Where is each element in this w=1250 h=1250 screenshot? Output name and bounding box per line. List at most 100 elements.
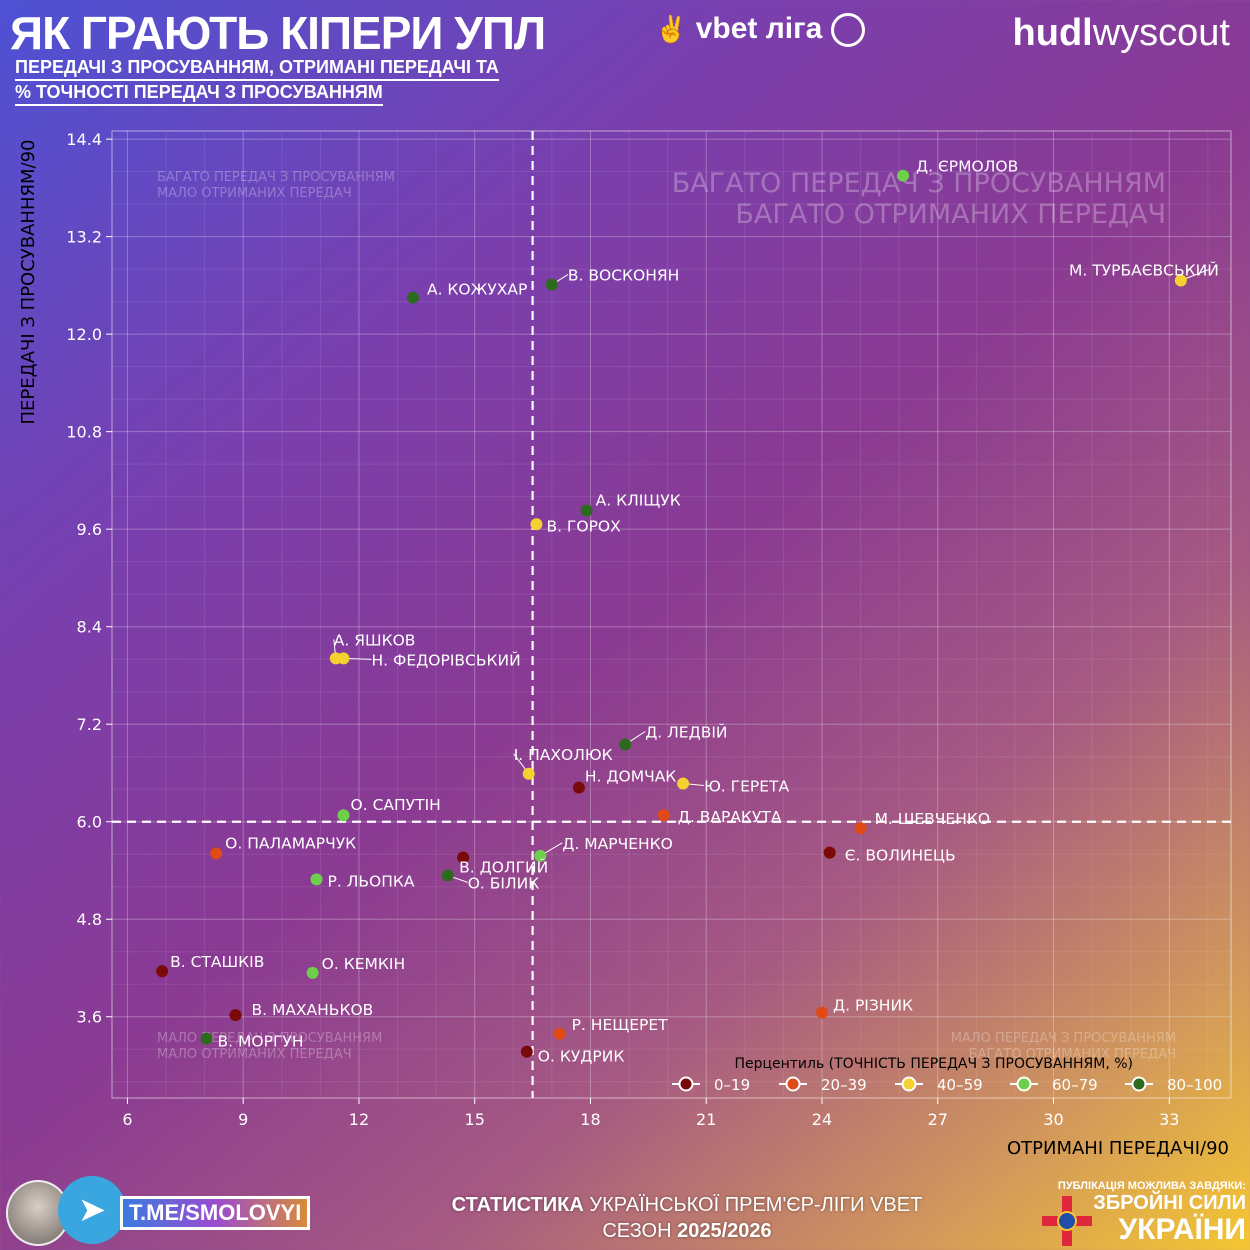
- ball-icon: [830, 13, 865, 48]
- point-label: Д. МАРЧЕНКО: [562, 835, 673, 853]
- data-points: Д. ЄРМОЛОВ М. ТУРБАЄВСЬКИЙ В. ВОСКОНЯН А. К…: [156, 158, 1219, 1066]
- data-point: [200, 1032, 213, 1045]
- zsu-logo: ПУБЛІКАЦІЯ МОЖЛИВА ЗАВДЯКИ: ЗБРОЙНІ СИЛИ…: [1058, 1180, 1246, 1245]
- point-label: М. ШЕВЧЕНКО: [875, 810, 991, 828]
- data-point: [534, 849, 547, 862]
- point-label: Н. ДОМЧАК: [585, 768, 676, 786]
- data-point: [306, 966, 319, 979]
- point-label: Д. ЄРМОЛОВ: [916, 158, 1018, 176]
- subtitle-line2: % ТОЧНОСТІ ПЕРЕДАЧ З ПРОСУВАННЯМ: [15, 82, 383, 106]
- season-label: СЕЗОН: [602, 1220, 678, 1242]
- x-tick-label: 18: [580, 1110, 600, 1129]
- point-label: А. КОЖУХАР: [427, 281, 527, 299]
- legend-title: Перцентиль (ТОЧНІСТЬ ПЕРЕДАЧ З ПРОСУВАНН…: [734, 1056, 1133, 1072]
- data-point: [522, 767, 535, 780]
- zsu-line2: УКРАЇНИ: [1118, 1213, 1246, 1246]
- logo-bold: hudl: [1012, 12, 1093, 54]
- y-axis-label: ПЕРЕДАЧІ З ПРОСУВАННЯМ/90: [18, 140, 39, 425]
- point-label: А. ЯШКОВ: [334, 631, 416, 649]
- legend-marker: [901, 1076, 917, 1092]
- point-label: О. КУДРИК: [538, 1048, 625, 1066]
- hudl-wyscout-logo: hudlwyscout: [1013, 12, 1230, 55]
- data-point: [310, 873, 323, 886]
- legend-label: 20–39: [821, 1076, 867, 1094]
- point-label: Д. ВАРАКУТА: [678, 808, 782, 826]
- data-point: [572, 781, 585, 794]
- x-tick-label: 27: [928, 1110, 948, 1129]
- data-point: [520, 1045, 533, 1058]
- data-point: [553, 1027, 566, 1040]
- y-tick-label: 9.6: [77, 520, 102, 539]
- point-label: В. ДОЛГИЙ: [459, 857, 548, 876]
- x-tick-label: 6: [122, 1110, 132, 1129]
- point-label: Д. ЛЕДВІЙ: [645, 723, 727, 742]
- footer-line2: СЕЗОН 2025/2026: [0, 1218, 1250, 1244]
- point-label: В. ВОСКОНЯН: [568, 267, 679, 285]
- y-tick-label: 12.0: [66, 325, 102, 344]
- y-tick-label: 8.4: [77, 618, 102, 637]
- zsu-cross-icon: [1042, 1196, 1092, 1246]
- legend: 0–19 20–39 40–59 60–79 80–100: [672, 1076, 1222, 1094]
- telegram-icon[interactable]: ➤: [58, 1176, 126, 1244]
- x-tick-label: 33: [1159, 1110, 1179, 1129]
- data-point: [1174, 274, 1187, 287]
- subtitle-line1: ПЕРЕДАЧІ З ПРОСУВАННЯМ, ОТРИМАНІ ПЕРЕДАЧ…: [15, 57, 499, 81]
- league-logo-text: vbet ліга: [695, 12, 823, 45]
- data-point: [457, 851, 470, 864]
- zsu-caption: ПУБЛІКАЦІЯ МОЖЛИВА ЗАВДЯКИ:: [1057, 1180, 1246, 1192]
- y-tick-label: 4.8: [77, 910, 102, 929]
- point-label: Є. ВОЛИНЕЦЬ: [845, 847, 956, 865]
- logo-light: wyscout: [1092, 12, 1230, 54]
- point-label: В. МАХАНЬКОВ: [251, 1001, 373, 1019]
- quad-tl-2: МАЛО ОТРИМАНИХ ПЕРЕДАЧ: [157, 186, 352, 201]
- data-point: [229, 1009, 242, 1022]
- legend-label: 60–79: [1052, 1076, 1098, 1094]
- data-point: [815, 1006, 828, 1019]
- quad-tl-1: БАГАТО ПЕРЕДАЧ З ПРОСУВАННЯМ: [157, 170, 395, 185]
- data-point: [854, 822, 867, 835]
- x-tick-label: 9: [238, 1110, 248, 1129]
- quad-tr-1: БАГАТО ПЕРЕДАЧ З ПРОСУВАННЯМ: [672, 168, 1166, 199]
- data-point: [677, 777, 690, 790]
- point-label: Р. ЛЬОПКА: [328, 872, 415, 890]
- data-point: [530, 518, 543, 531]
- legend-label: 80–100: [1167, 1076, 1222, 1094]
- axis-ticks: 6 9 12 15 18 21 24 27 30 33 3.6 4.8 6.0 7.2 8.4 9.6 10.8…: [66, 130, 1179, 1129]
- grid: [112, 131, 1231, 1098]
- page-title: ЯК ГРАЮТЬ КІПЕРИ УПЛ: [10, 7, 546, 59]
- point-label: В. ГОРОХ: [546, 517, 621, 535]
- legend-label: 40–59: [937, 1076, 983, 1094]
- plot-frame: [111, 130, 1232, 1099]
- point-label: Д. РІЗНИК: [833, 997, 913, 1015]
- footer-credits: СТАТИСТИКА УКРАЇНСЬКОЇ ПРЕМ'ЄР-ЛІГИ VBET…: [0, 1192, 1250, 1244]
- zsu-line1: ЗБРОЙНІ СИЛИ: [1093, 1192, 1246, 1214]
- legend-label: 0–19: [714, 1076, 750, 1094]
- y-tick-label: 10.8: [66, 423, 102, 442]
- x-tick-label: 15: [465, 1110, 485, 1129]
- legend-marker: [1131, 1076, 1147, 1092]
- data-point: [156, 965, 169, 978]
- x-tick-label: 30: [1043, 1110, 1063, 1129]
- data-point: [545, 278, 558, 291]
- telegram-link[interactable]: T.ME/SMOLOVYI: [120, 1196, 311, 1230]
- quad-bl-1: МАЛО ПЕРЕДАЧ З ПРОСУВАННЯМ: [157, 1031, 382, 1046]
- legend-marker: [1016, 1076, 1032, 1092]
- y-tick-label: 13.2: [66, 228, 102, 247]
- x-tick-label: 24: [812, 1110, 832, 1129]
- data-point: [580, 504, 593, 517]
- x-tick-label: 21: [696, 1110, 716, 1129]
- data-point: [441, 869, 454, 882]
- quad-br-1: МАЛО ПЕРЕДАЧ З ПРОСУВАННЯМ: [951, 1031, 1176, 1046]
- y-tick-label: 14.4: [66, 130, 102, 149]
- data-point: [406, 291, 419, 304]
- y-tick-label: 3.6: [77, 1008, 102, 1027]
- footer-line1: СТАТИСТИКА УКРАЇНСЬКОЇ ПРЕМ'ЄР-ЛІГИ VBET: [0, 1192, 1250, 1218]
- point-label: О. ПАЛАМАРЧУК: [225, 834, 356, 852]
- point-label: В. МОРГУН: [218, 1033, 304, 1051]
- point-label: І. ПАХОЛЮК: [514, 746, 613, 764]
- point-label: В. СТАШКІВ: [170, 953, 264, 971]
- data-point: [897, 169, 910, 182]
- legend-marker: [678, 1076, 694, 1092]
- data-point: [210, 847, 223, 860]
